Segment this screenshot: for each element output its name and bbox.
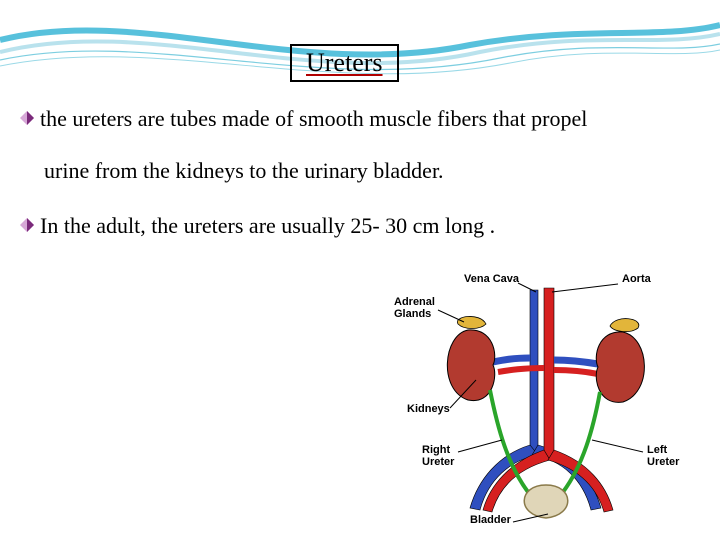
ureters-anatomy-diagram: Vena Cava Aorta Adrenal Glands Kidneys R… bbox=[398, 280, 698, 525]
label-bladder: Bladder bbox=[470, 515, 511, 527]
bullet-text: In the adult, the ureters are usually 25… bbox=[40, 212, 495, 241]
label-line: Glands bbox=[394, 308, 431, 320]
label-line: Ureter bbox=[647, 456, 679, 468]
bullet-text: the ureters are tubes made of smooth mus… bbox=[40, 105, 587, 134]
label-line: Left bbox=[647, 444, 667, 456]
label-aorta: Aorta bbox=[622, 274, 651, 286]
label-vena-cava: Vena Cava bbox=[464, 274, 519, 286]
diamond-bullet-icon bbox=[20, 111, 34, 125]
diamond-bullet-icon bbox=[20, 218, 34, 232]
bullet-text-continuation: urine from the kidneys to the urinary bl… bbox=[44, 158, 444, 184]
label-line: Ureter bbox=[422, 456, 454, 468]
label-line: Adrenal bbox=[394, 296, 435, 308]
slide-title: Ureters bbox=[306, 48, 383, 77]
label-left-ureter: Left Ureter bbox=[647, 445, 679, 468]
label-line: Right bbox=[422, 444, 450, 456]
bullet-item: the ureters are tubes made of smooth mus… bbox=[20, 105, 587, 134]
bullet-item: In the adult, the ureters are usually 25… bbox=[20, 212, 495, 241]
label-adrenal-glands: Adrenal Glands bbox=[394, 297, 435, 320]
label-right-ureter: Right Ureter bbox=[422, 445, 454, 468]
slide-title-box: Ureters bbox=[290, 44, 399, 82]
label-kidneys: Kidneys bbox=[407, 404, 450, 416]
